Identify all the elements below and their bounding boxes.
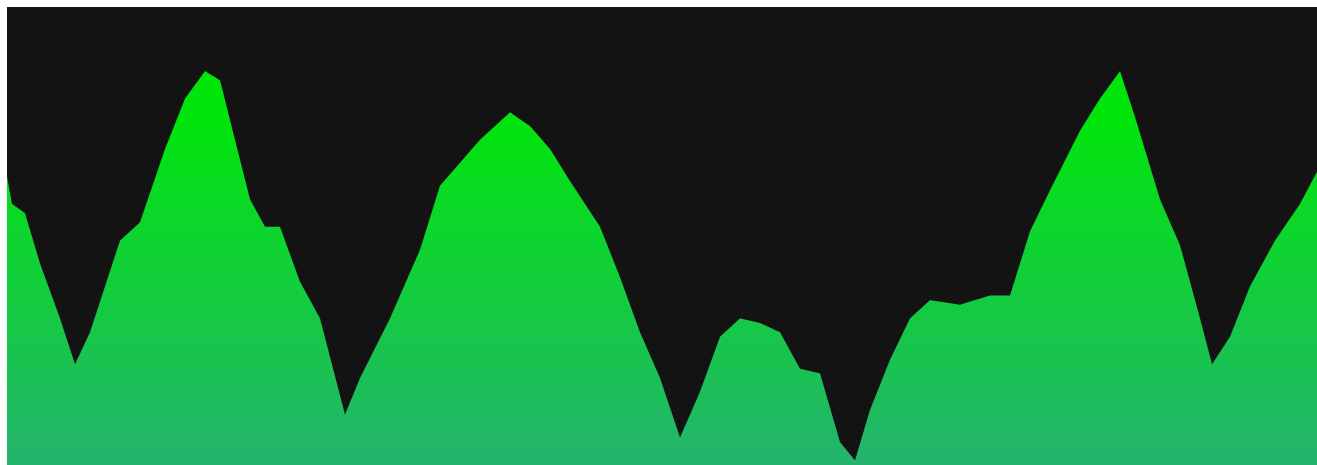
chart [7, 7, 1317, 465]
area [7, 71, 1317, 465]
